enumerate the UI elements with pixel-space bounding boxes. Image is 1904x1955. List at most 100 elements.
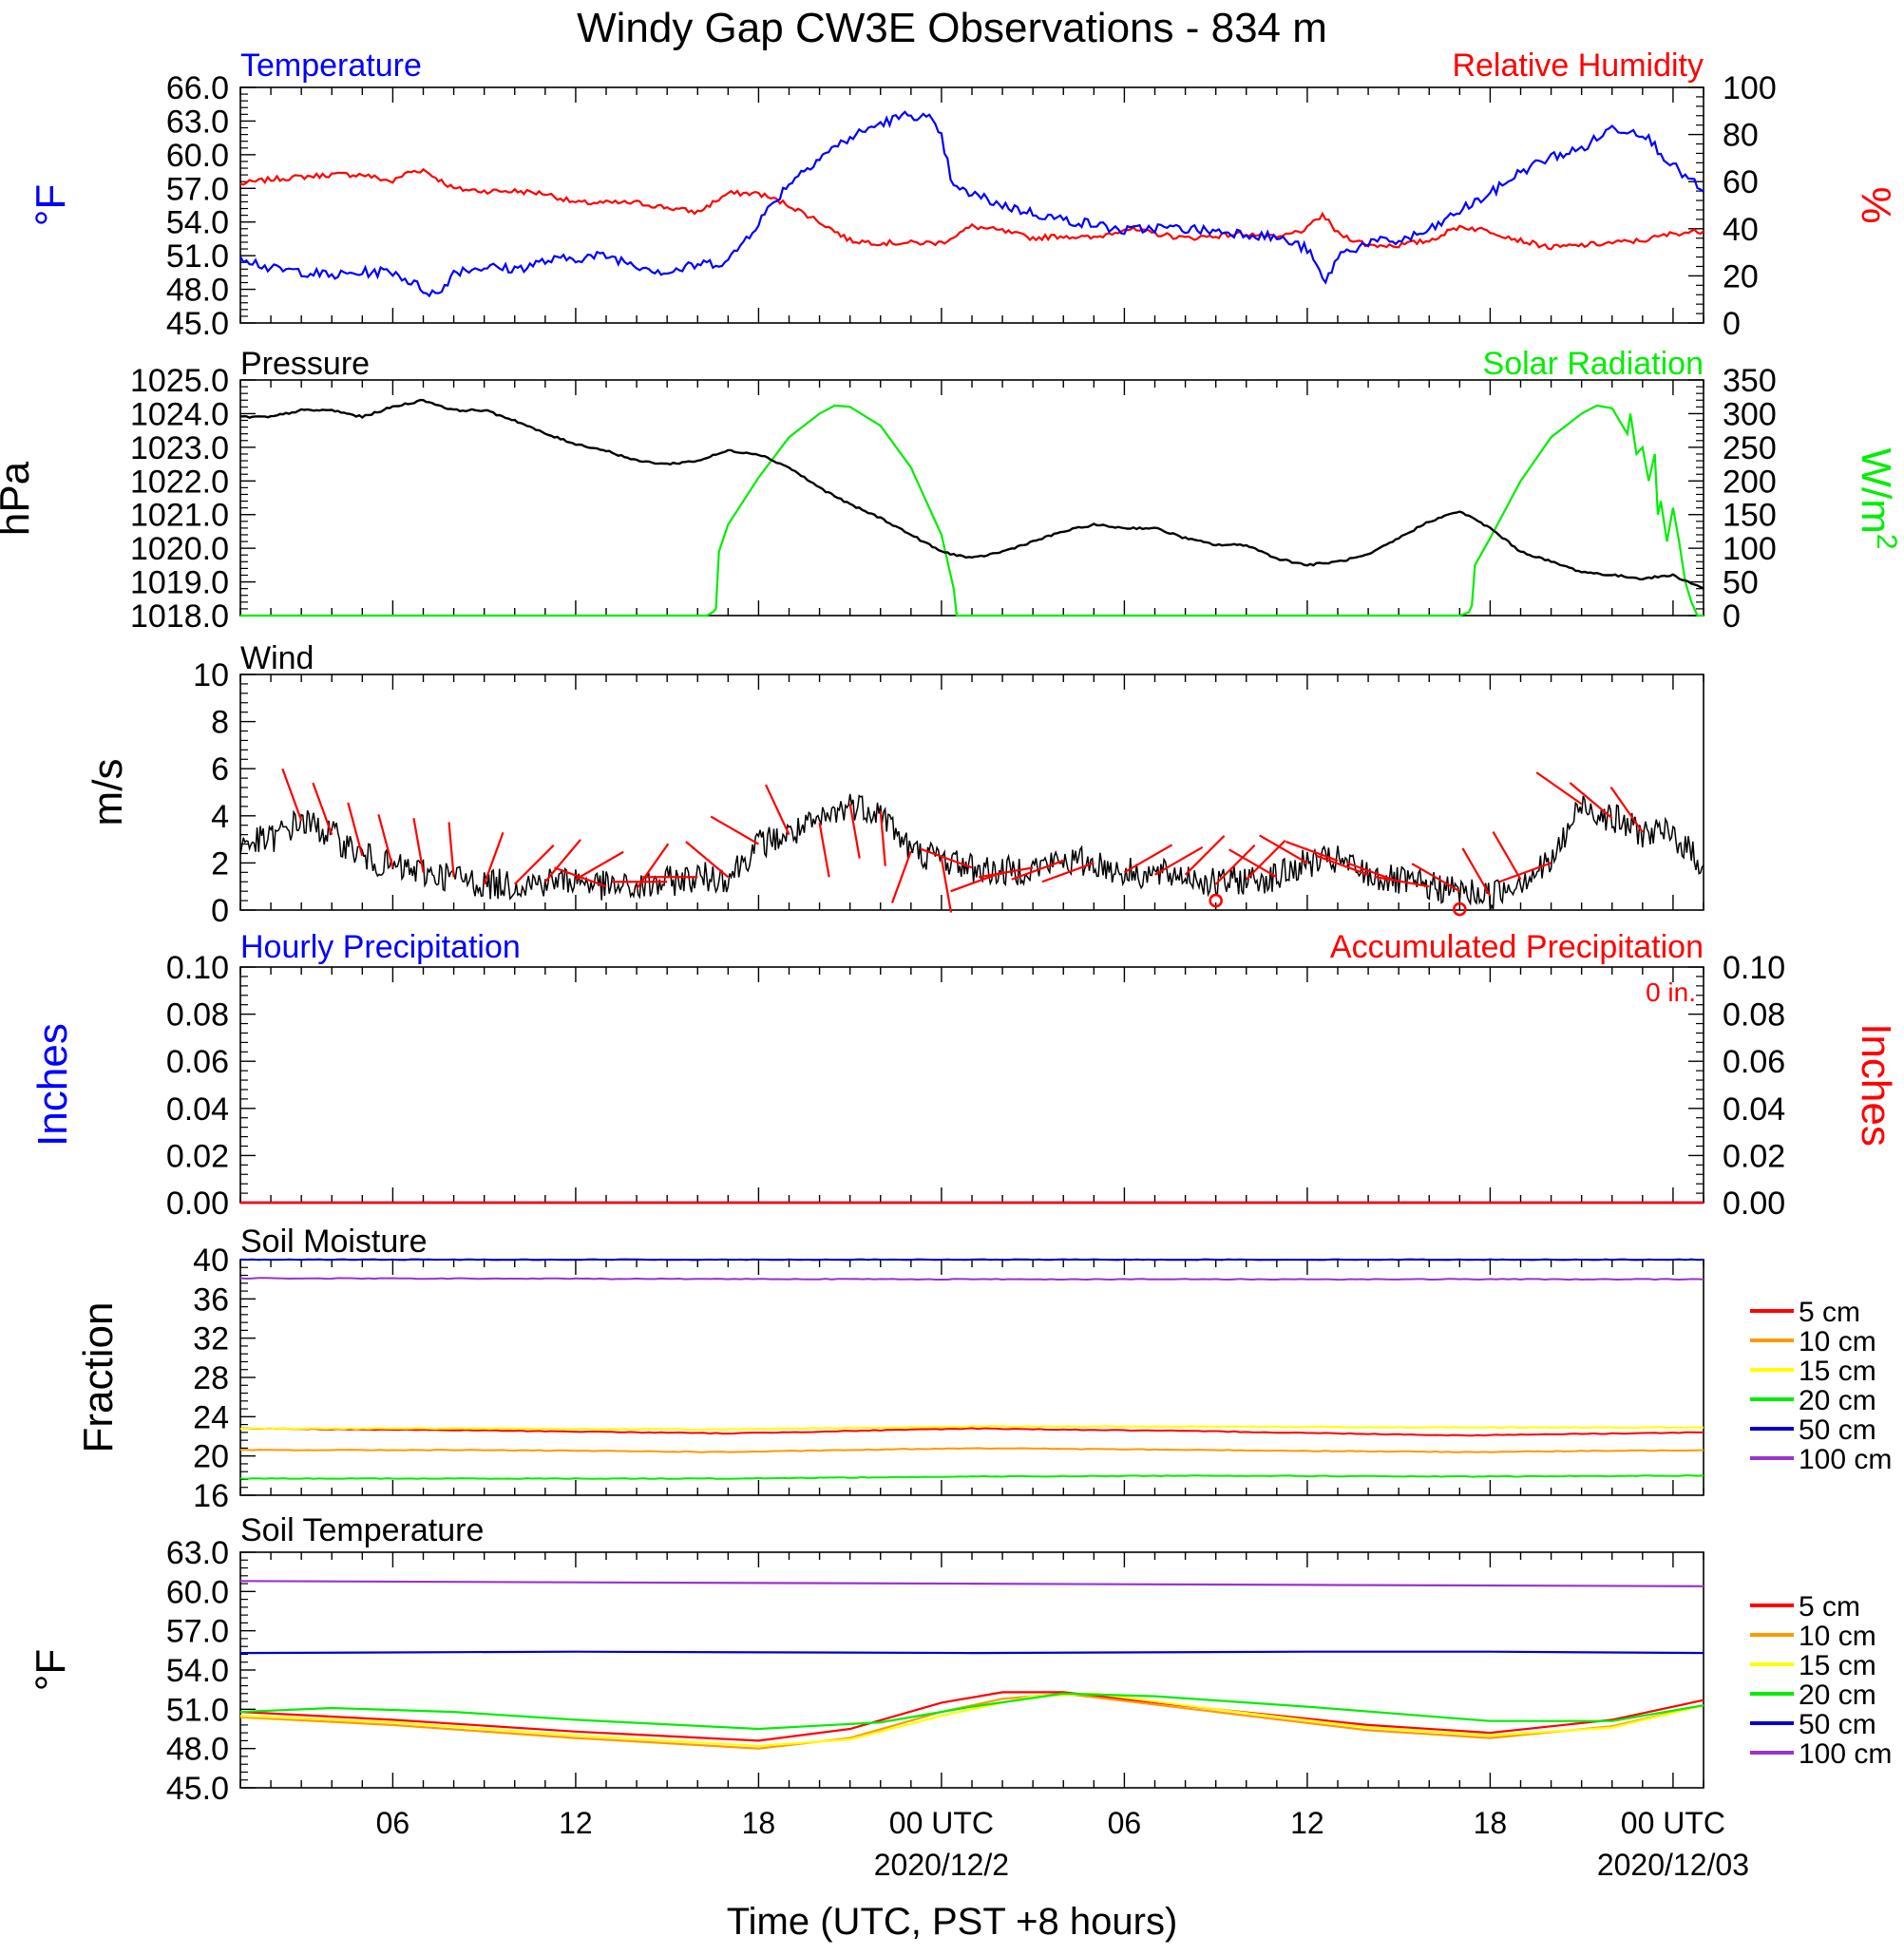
precip-right-unit: Inches [1853, 1023, 1899, 1147]
soil-moisture-line [239, 1474, 1704, 1480]
wind-y-tick-label: 6 [211, 751, 229, 788]
wind-barb [1535, 771, 1583, 806]
wind-y-tick-label: 0 [211, 893, 229, 929]
wind-barb [1461, 847, 1492, 897]
temp-unit: °F [28, 184, 74, 226]
wind-barb [483, 831, 505, 885]
x-tick-label: 12 [1290, 1806, 1324, 1840]
soil-temp-legend-label: 20 cm [1799, 1680, 1876, 1711]
pressure-line [239, 398, 1704, 590]
temp-y-tick-label: 60.0 [166, 138, 229, 174]
wind-barb [1498, 862, 1552, 883]
precip-right-y-tick-label: 0.08 [1723, 997, 1785, 1034]
wind-title: Wind [240, 640, 314, 676]
wind-panel: Wind 10 8 6 4 2 0 m/s [85, 640, 1704, 929]
x-axis-label: Time (UTC, PST +8 hours) [727, 1901, 1178, 1943]
x-tick-label: 06 [376, 1806, 410, 1840]
soil-moisture-line [239, 1425, 1704, 1432]
x-tick-label: 06 [1108, 1806, 1142, 1840]
wind-barb [1609, 787, 1644, 833]
x-tick-label: 00 UTC [1621, 1806, 1725, 1840]
soil-moisture-legend-label: 20 cm [1799, 1385, 1876, 1416]
soil-temp-y-tick-label: 57.0 [166, 1614, 229, 1650]
wind-barb [347, 802, 364, 857]
temp-y-tick-label: 63.0 [166, 104, 229, 140]
wind-barb [685, 841, 730, 879]
chart-title: Windy Gap CW3E Observations - 834 m [577, 5, 1327, 51]
wind-barb [1228, 848, 1278, 879]
rh-y-tick-label: 100 [1723, 70, 1777, 106]
rh-y-tick-label: 60 [1723, 164, 1759, 200]
pressure-y-tick-label: 1019.0 [130, 565, 229, 601]
wind-barb [1184, 835, 1226, 876]
temp-y-tick-label: 57.0 [166, 171, 229, 207]
wind-barb [1011, 859, 1064, 881]
accum-precip-value: 0 in. [1646, 978, 1696, 1007]
rh-unit: % [1853, 186, 1899, 223]
soil-temp-y-tick-label: 48.0 [166, 1732, 229, 1768]
rh-y-tick-label: 0 [1723, 306, 1741, 342]
wind-unit: m/s [85, 759, 131, 826]
soil-moisture-y-tick-label: 28 [193, 1360, 229, 1396]
pressure-y-tick-label: 1020.0 [130, 531, 229, 567]
precip-right-y-tick-label: 0.02 [1723, 1138, 1785, 1174]
soil-moisture-y-tick-label: 40 [193, 1243, 229, 1279]
x-tick-label: 12 [559, 1806, 593, 1840]
temperature-line [239, 110, 1704, 298]
solar-y-tick-label: 250 [1723, 430, 1777, 466]
solar-y-tick-label: 200 [1723, 464, 1777, 500]
pressure-title: Pressure [240, 346, 370, 382]
temp-y-tick-label: 54.0 [166, 205, 229, 241]
solar-y-tick-label: 100 [1723, 531, 1777, 567]
precip-panel: Hourly Precipitation Accumulated Precipit… [29, 929, 1899, 1222]
solar-y-tick-label: 300 [1723, 396, 1777, 432]
wind-barb [920, 847, 973, 869]
x-date-label: 2020/12/03 [1597, 1848, 1749, 1882]
soil-temp-legend-label: 5 cm [1799, 1591, 1860, 1623]
temp-y-tick-label: 51.0 [166, 238, 229, 275]
wind-barb [1374, 876, 1430, 888]
pressure-y-tick-label: 1022.0 [130, 464, 229, 500]
pressure-y-tick-label: 1023.0 [130, 430, 229, 466]
solar-y-tick-label: 150 [1723, 498, 1777, 534]
wind-y-tick-label: 4 [211, 799, 229, 835]
wind-barb [1153, 845, 1204, 876]
soil-temp-line [239, 1650, 1704, 1655]
x-tick-label: 18 [742, 1806, 776, 1840]
soil-moisture-y-tick-label: 24 [193, 1399, 229, 1435]
precip-left-y-tick-label: 0.02 [166, 1138, 229, 1174]
wind-barb [890, 850, 912, 903]
soil-moisture-legend-label: 15 cm [1799, 1356, 1876, 1387]
wind-barb [710, 815, 759, 845]
wind-speed-line [239, 793, 1704, 911]
wind-barb [377, 814, 394, 868]
wind-barb [764, 784, 790, 836]
soil-temp-legend-label: 10 cm [1799, 1621, 1876, 1652]
soil-temp-unit: °F [28, 1649, 74, 1691]
precip-left-unit: Inches [29, 1023, 76, 1147]
soil-moisture-line [239, 1277, 1704, 1281]
soil-moisture-legend-label: 10 cm [1799, 1326, 1876, 1357]
soil-temp-y-tick-label: 63.0 [166, 1535, 229, 1571]
precip-left-y-tick-label: 0.06 [166, 1044, 229, 1080]
precip-left-y-tick-label: 0.10 [166, 950, 229, 986]
temp-y-tick-label: 66.0 [166, 70, 229, 106]
soil-temp-line [239, 1692, 1704, 1748]
soil-temp-legend-label: 50 cm [1799, 1709, 1876, 1740]
precip-left-y-tick-label: 0.04 [166, 1091, 229, 1128]
wind-barb [879, 810, 886, 866]
soil-temp-line [239, 1691, 1704, 1742]
soil-moisture-frame [239, 1259, 1704, 1496]
wind-barb [1569, 782, 1613, 820]
wind-barb [1316, 854, 1369, 876]
wind-barb [312, 782, 333, 836]
wind-barb [554, 866, 607, 888]
wind-barb [848, 804, 861, 859]
humidity-line [239, 167, 1704, 251]
precip-right-y-tick-label: 0.04 [1723, 1091, 1785, 1128]
wind-barb [1411, 863, 1460, 893]
calm-wind-marker [1209, 893, 1223, 908]
soil-temp-title: Soil Temperature [240, 1512, 484, 1548]
precip-right-y-tick-label: 0.06 [1723, 1044, 1785, 1080]
